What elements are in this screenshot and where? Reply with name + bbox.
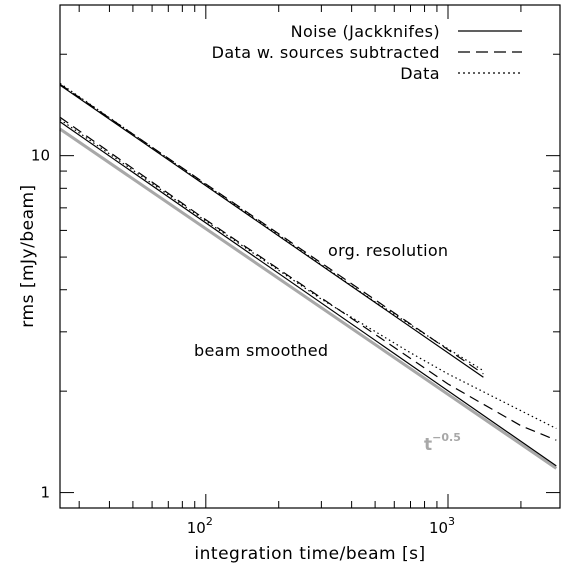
legend: Noise (Jackknifes) Data w. sources subtr… (212, 22, 522, 83)
tick-labels: 102 103 1 10 (31, 147, 455, 537)
series-smooth-dashed (59, 116, 557, 441)
series-smooth-solid (59, 121, 557, 467)
legend-label-data-subtracted: Data w. sources subtracted (212, 43, 440, 62)
plot-lines (59, 82, 558, 470)
series-smooth-dotted (59, 119, 557, 430)
x-tick-label-1: 103 (429, 515, 455, 537)
y-tick-label-0: 1 (40, 484, 50, 502)
x-tick-label-0: 102 (187, 515, 213, 537)
series-org-dotted (59, 82, 484, 372)
annotation-beam-smoothed: beam smoothed (194, 341, 328, 360)
legend-label-noise: Noise (Jackknifes) (291, 22, 440, 41)
series-org-solid (59, 84, 484, 378)
power-law-exponent: −0.5 (432, 431, 461, 444)
y-axis-label: rms [mJy/beam] (18, 184, 38, 327)
plot-frame (59, 4, 561, 509)
power-law-base: t (424, 435, 432, 455)
y-tick-label-1: 10 (31, 147, 50, 165)
legend-label-data: Data (400, 64, 440, 83)
annotation-power-law: t−0.5 (424, 431, 461, 455)
axis-ticks (60, 5, 560, 509)
series-t-0-5-reference (59, 127, 558, 470)
x-axis-label: integration time/beam [s] (194, 544, 425, 564)
annotation-org-resolution: org. resolution (328, 241, 448, 260)
